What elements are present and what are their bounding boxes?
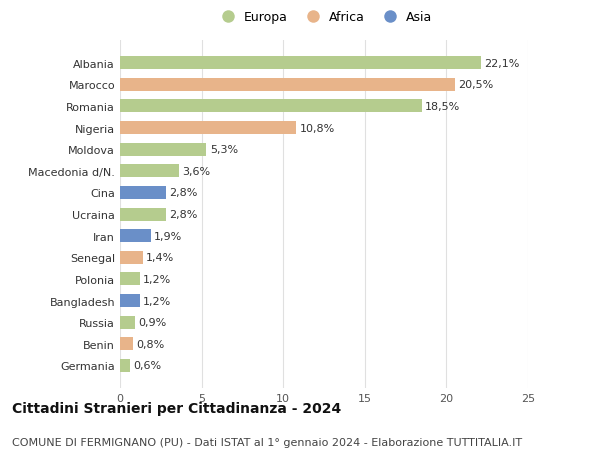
Text: Cittadini Stranieri per Cittadinanza - 2024: Cittadini Stranieri per Cittadinanza - 2… bbox=[12, 402, 341, 415]
Text: 2,8%: 2,8% bbox=[169, 188, 197, 198]
Text: 3,6%: 3,6% bbox=[182, 167, 210, 176]
Bar bbox=[120, 359, 130, 372]
Bar bbox=[120, 316, 134, 329]
Bar bbox=[120, 122, 296, 135]
Bar bbox=[120, 294, 140, 308]
Bar bbox=[120, 208, 166, 221]
Text: 0,6%: 0,6% bbox=[133, 361, 161, 370]
Legend: Europa, Africa, Asia: Europa, Africa, Asia bbox=[211, 6, 437, 29]
Bar bbox=[120, 143, 206, 157]
Bar bbox=[120, 57, 481, 70]
Text: 0,9%: 0,9% bbox=[138, 318, 166, 327]
Text: 10,8%: 10,8% bbox=[299, 123, 335, 133]
Bar bbox=[120, 100, 422, 113]
Text: 1,2%: 1,2% bbox=[143, 296, 171, 306]
Text: 1,4%: 1,4% bbox=[146, 253, 175, 263]
Text: 0,8%: 0,8% bbox=[136, 339, 164, 349]
Text: COMUNE DI FERMIGNANO (PU) - Dati ISTAT al 1° gennaio 2024 - Elaborazione TUTTITA: COMUNE DI FERMIGNANO (PU) - Dati ISTAT a… bbox=[12, 437, 522, 448]
Bar bbox=[120, 230, 151, 243]
Bar bbox=[120, 186, 166, 200]
Text: 2,8%: 2,8% bbox=[169, 210, 197, 219]
Bar bbox=[120, 337, 133, 351]
Text: 18,5%: 18,5% bbox=[425, 102, 460, 112]
Text: 1,2%: 1,2% bbox=[143, 274, 171, 284]
Bar bbox=[120, 165, 179, 178]
Bar bbox=[120, 251, 143, 264]
Text: 1,9%: 1,9% bbox=[154, 231, 182, 241]
Bar bbox=[120, 78, 455, 92]
Text: 22,1%: 22,1% bbox=[484, 59, 520, 68]
Bar bbox=[120, 273, 140, 286]
Text: 20,5%: 20,5% bbox=[458, 80, 493, 90]
Text: 5,3%: 5,3% bbox=[210, 145, 238, 155]
